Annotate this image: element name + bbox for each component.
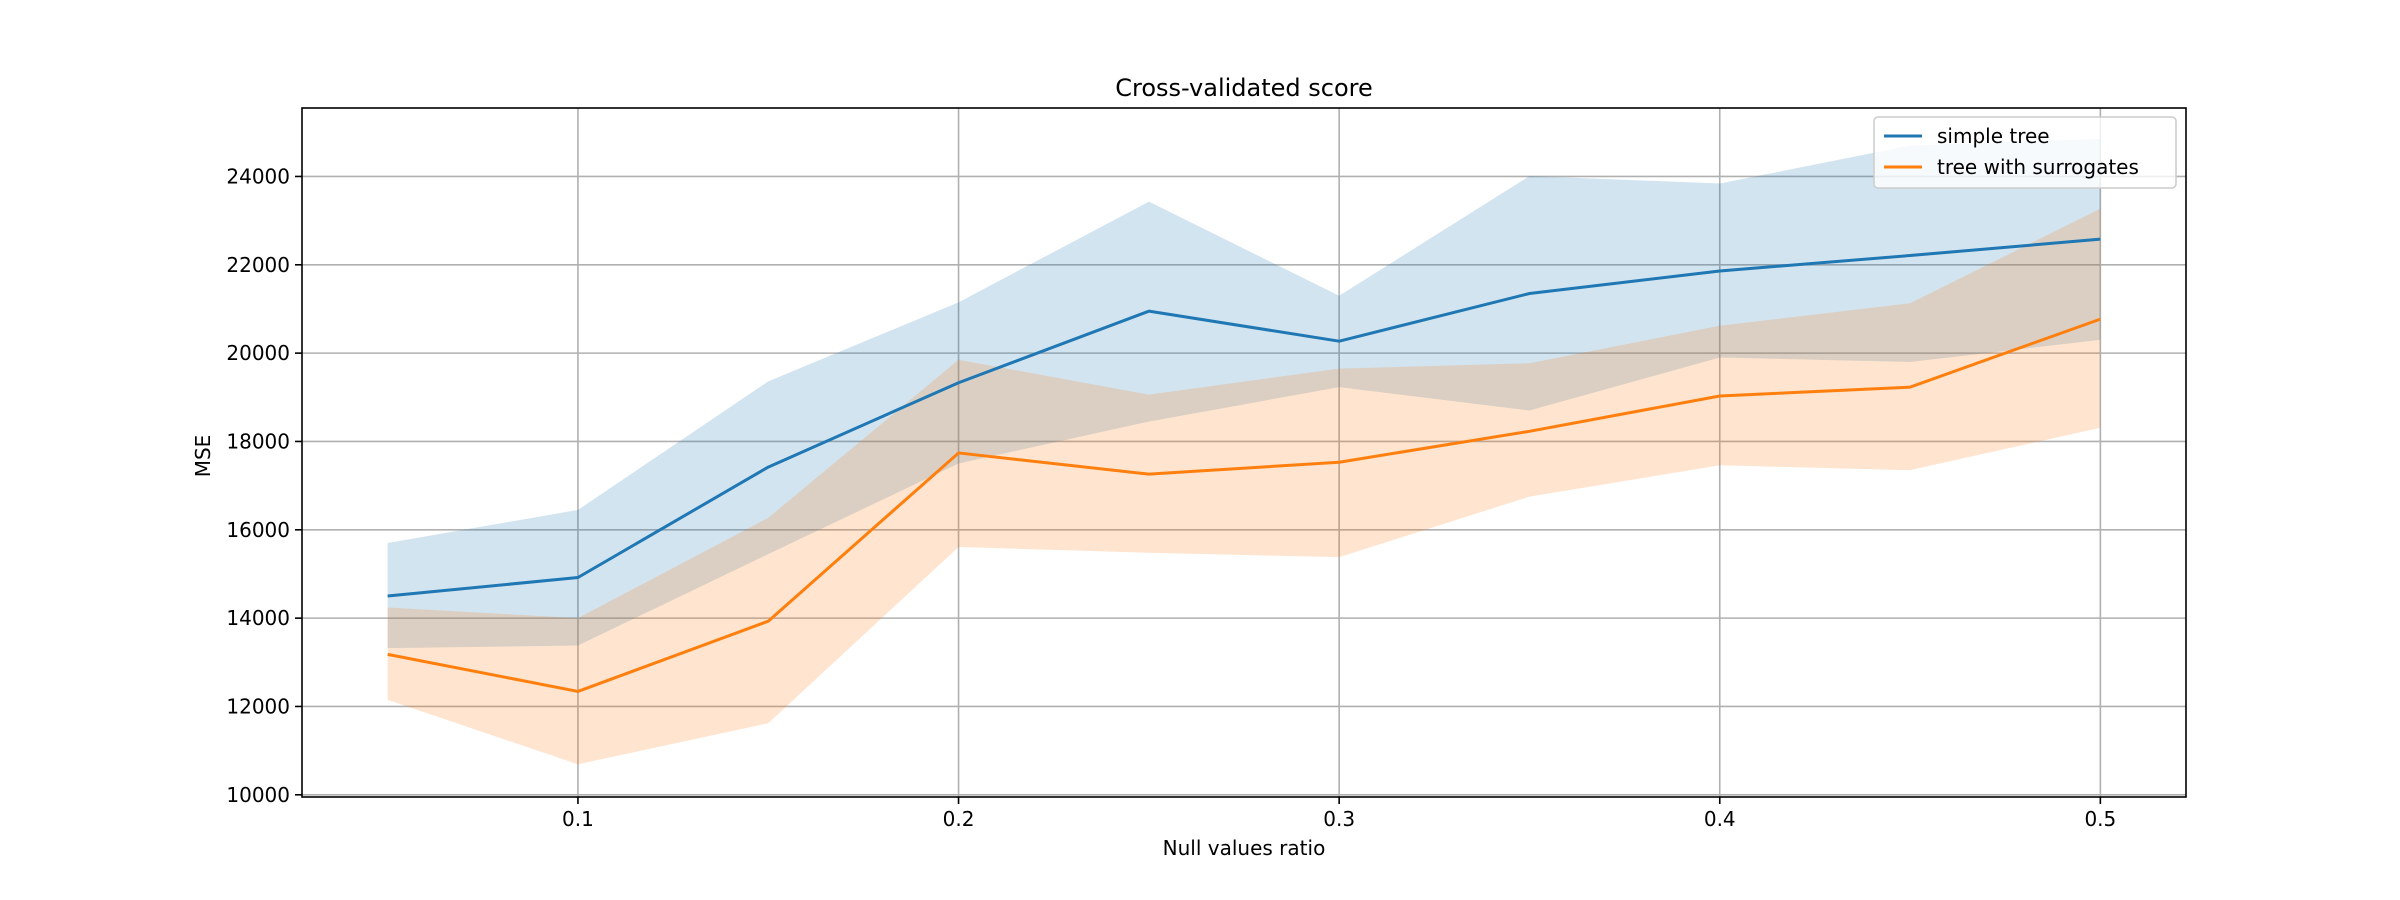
legend-box xyxy=(1873,116,2177,189)
legend: simple tree tree with surrogates xyxy=(1873,116,2177,189)
series-line-2 xyxy=(387,317,2101,693)
x-tick-label: 0.3 xyxy=(1323,807,1355,831)
y-tick-label: 24000 xyxy=(226,164,290,188)
chart-title: Cross-validated score xyxy=(1115,74,1373,102)
y-tick-label: 16000 xyxy=(226,518,290,542)
y-tick-label: 18000 xyxy=(226,429,290,453)
axes-frame xyxy=(301,107,2187,798)
legend-label-series-2: tree with surrogates xyxy=(1937,155,2139,179)
legend-label-series-1: simple tree xyxy=(1937,124,2050,148)
confidence-band-series-1 xyxy=(387,138,2101,649)
y-tick-label: 22000 xyxy=(226,253,290,277)
y-tick-label: 20000 xyxy=(226,341,290,365)
x-tick-label: 0.5 xyxy=(2084,807,2116,831)
y-axis-label: MSE xyxy=(191,435,215,478)
x-tick-label: 0.2 xyxy=(943,807,975,831)
series-line-1 xyxy=(387,237,2101,598)
plot-area: 0.1 0.2 0.3 0.4 0.5 10000 12000 14000 16000 18000… xyxy=(226,107,2187,831)
x-axis-label: Null values ratio xyxy=(1163,836,1326,860)
y-tick-label: 14000 xyxy=(226,606,290,630)
y-tick-label: 12000 xyxy=(226,694,290,718)
confidence-band-series-2 xyxy=(387,208,2101,765)
x-tick-label: 0.1 xyxy=(562,807,594,831)
x-tick-label: 0.4 xyxy=(1704,807,1736,831)
y-tick-label: 10000 xyxy=(226,783,290,807)
